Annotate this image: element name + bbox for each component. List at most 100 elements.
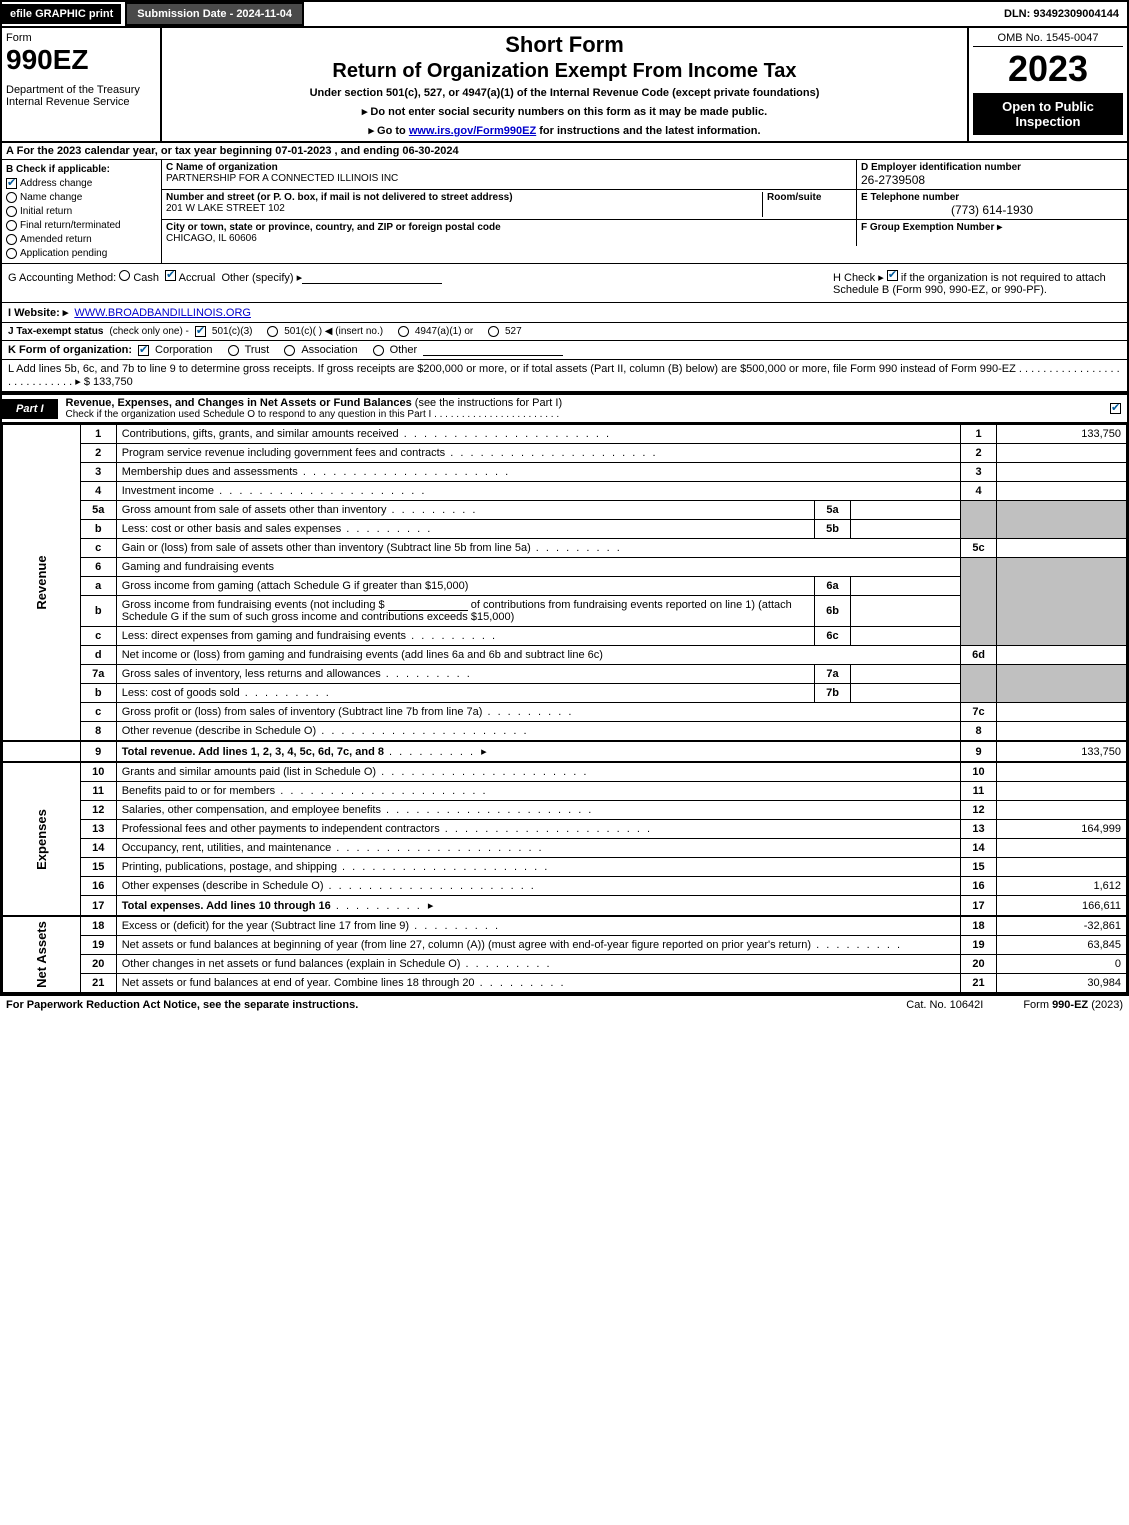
check-icon[interactable] xyxy=(165,270,176,281)
line-desc: Gross income from gaming (attach Schedul… xyxy=(116,577,814,596)
line-rnum: 14 xyxy=(961,839,997,858)
circle-icon[interactable] xyxy=(488,326,499,337)
opt-amended-return[interactable]: Amended return xyxy=(6,234,157,245)
header-right: OMB No. 1545-0047 2023 Open to Public In… xyxy=(967,28,1127,141)
check-icon[interactable] xyxy=(1110,403,1121,414)
line-rval: 133,750 xyxy=(997,425,1127,444)
part-1-table: Revenue 1 Contributions, gifts, grants, … xyxy=(2,424,1127,993)
line-desc: Grants and similar amounts paid (list in… xyxy=(116,762,960,782)
line-rval xyxy=(997,482,1127,501)
department: Department of the Treasury Internal Reve… xyxy=(6,84,156,108)
part-1-title-text: Revenue, Expenses, and Changes in Net As… xyxy=(66,397,412,409)
circle-icon[interactable] xyxy=(373,345,384,356)
line-desc: Total revenue. Add lines 1, 2, 3, 4, 5c,… xyxy=(116,741,960,762)
line-desc: Gain or (loss) from sale of assets other… xyxy=(116,539,960,558)
opt-final-return[interactable]: Final return/terminated xyxy=(6,220,157,231)
line-rval: 30,984 xyxy=(997,974,1127,993)
line-subnum: 5a xyxy=(815,501,851,520)
line-num: 2 xyxy=(80,444,116,463)
line-rnum: 8 xyxy=(961,722,997,742)
j-note: (check only one) - xyxy=(109,326,188,337)
circle-icon[interactable] xyxy=(119,270,130,281)
line-num: 8 xyxy=(80,722,116,742)
h-schedule-b: H Check ▸ if the organization is not req… xyxy=(827,264,1127,302)
check-icon[interactable] xyxy=(887,270,898,281)
check-icon[interactable] xyxy=(195,326,206,337)
table-row: 14 Occupancy, rent, utilities, and maint… xyxy=(3,839,1127,858)
g-other-fill[interactable] xyxy=(302,272,442,284)
org-name-cell: C Name of organization PARTNERSHIP FOR A… xyxy=(162,160,857,189)
website-link[interactable]: WWW.BROADBANDILLINOIS.ORG xyxy=(74,307,251,319)
g-label: G Accounting Method: xyxy=(8,272,116,284)
l6b-fill[interactable] xyxy=(388,599,468,611)
line-rnum: 18 xyxy=(961,916,997,936)
row-k: K Form of organization: Corporation Trus… xyxy=(2,341,1127,360)
part-1-title: Revenue, Expenses, and Changes in Net As… xyxy=(58,395,1110,422)
form-container: efile GRAPHIC print Submission Date - 20… xyxy=(0,0,1129,995)
table-row: a Gross income from gaming (attach Sched… xyxy=(3,577,1127,596)
footer-cat: Cat. No. 10642I xyxy=(906,999,983,1011)
opt-application-pending[interactable]: Application pending xyxy=(6,248,157,259)
table-row: Net Assets 18 Excess or (deficit) for th… xyxy=(3,916,1127,936)
phone-cell: E Telephone number (773) 614-1930 xyxy=(857,190,1127,219)
circle-icon[interactable] xyxy=(284,345,295,356)
k-o1: Corporation xyxy=(155,344,212,356)
line-subval xyxy=(851,665,961,684)
line-desc: Program service revenue including govern… xyxy=(116,444,960,463)
opt-address-change[interactable]: Address change xyxy=(6,178,157,189)
table-row: 8 Other revenue (describe in Schedule O)… xyxy=(3,722,1127,742)
line-desc: Professional fees and other payments to … xyxy=(116,820,960,839)
line-desc: Gross amount from sale of assets other t… xyxy=(116,501,814,520)
opt-initial-return[interactable]: Initial return xyxy=(6,206,157,217)
circle-icon xyxy=(6,206,17,217)
circle-icon xyxy=(6,220,17,231)
line-subnum: 7b xyxy=(815,684,851,703)
k-other-fill[interactable] xyxy=(423,344,563,356)
d-label: D Employer identification number xyxy=(861,162,1123,173)
circle-icon[interactable] xyxy=(228,345,239,356)
opt-label: Application pending xyxy=(20,248,107,259)
h-pre: H Check ▸ xyxy=(833,272,887,284)
line-num: 13 xyxy=(80,820,116,839)
irs-link[interactable]: www.irs.gov/Form990EZ xyxy=(409,125,536,137)
footer-r-bold: 990-EZ xyxy=(1052,999,1088,1011)
top-bar: efile GRAPHIC print Submission Date - 20… xyxy=(2,2,1127,28)
line-num: b xyxy=(80,520,116,539)
room-label: Room/suite xyxy=(767,192,852,203)
tax-year: 2023 xyxy=(973,51,1123,87)
instr-2-post: for instructions and the latest informat… xyxy=(536,125,760,137)
city-cell: City or town, state or province, country… xyxy=(162,220,857,246)
line-num: 5a xyxy=(80,501,116,520)
j-o4: 527 xyxy=(505,326,522,337)
col-b: B Check if applicable: Address change Na… xyxy=(2,160,162,263)
line-rnum: 7c xyxy=(961,703,997,722)
row-a-label: A xyxy=(6,145,14,157)
efile-print-button[interactable]: efile GRAPHIC print xyxy=(2,4,121,24)
circle-icon[interactable] xyxy=(267,326,278,337)
dln: DLN: 93492309004144 xyxy=(996,4,1127,24)
line-num: 4 xyxy=(80,482,116,501)
omb-number: OMB No. 1545-0047 xyxy=(973,32,1123,47)
check-icon[interactable] xyxy=(138,345,149,356)
f-label: F Group Exemption Number ▸ xyxy=(861,222,1123,233)
line-num: 20 xyxy=(80,955,116,974)
e-label: E Telephone number xyxy=(861,192,1123,203)
line-num: 3 xyxy=(80,463,116,482)
circle-icon xyxy=(6,248,17,259)
row-a: A For the 2023 calendar year, or tax yea… xyxy=(2,143,1127,160)
opt-label: Address change xyxy=(20,178,92,189)
table-row: 15 Printing, publications, postage, and … xyxy=(3,858,1127,877)
shaded-cell xyxy=(961,558,997,646)
circle-icon[interactable] xyxy=(398,326,409,337)
line-rnum: 2 xyxy=(961,444,997,463)
row-a-text: For the 2023 calendar year, or tax year … xyxy=(17,145,459,157)
line-rval: 164,999 xyxy=(997,820,1127,839)
l6b-d1: Gross income from fundraising events (no… xyxy=(122,599,385,611)
k-o3: Association xyxy=(301,344,357,356)
opt-name-change[interactable]: Name change xyxy=(6,192,157,203)
row-i: I Website: ▸ WWW.BROADBANDILLINOIS.ORG xyxy=(2,303,1127,323)
opt-label: Initial return xyxy=(20,206,72,217)
line-num: d xyxy=(80,646,116,665)
section-bcdef: B Check if applicable: Address change Na… xyxy=(2,160,1127,264)
line-subnum: 7a xyxy=(815,665,851,684)
